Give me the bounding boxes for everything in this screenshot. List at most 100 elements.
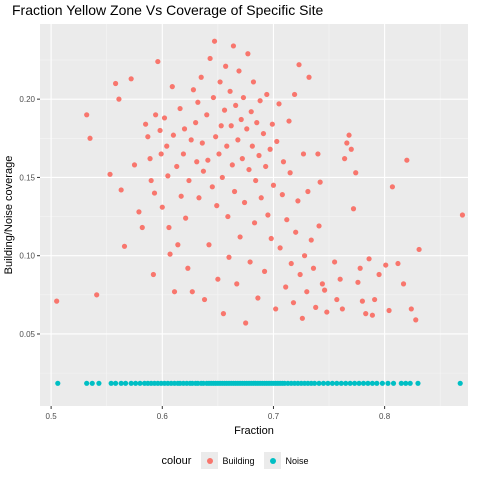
building-point: [145, 134, 151, 140]
building-point: [218, 123, 224, 129]
building-point: [359, 298, 365, 304]
building-point: [383, 262, 389, 268]
legend-key-building: [201, 452, 219, 469]
building-point: [255, 295, 261, 301]
building-point: [413, 317, 419, 323]
building-point: [226, 254, 232, 260]
building-point: [148, 177, 154, 184]
building-point: [209, 184, 215, 190]
building-point: [291, 91, 298, 98]
legend: colour Building Noise: [0, 452, 480, 469]
building-point: [344, 140, 350, 146]
legend-title: colour: [161, 454, 192, 467]
legend-label-noise: Noise: [285, 455, 309, 466]
building-point: [221, 107, 228, 113]
building-point: [240, 94, 247, 101]
building-point: [331, 259, 338, 265]
building-point: [194, 159, 200, 165]
building-point: [237, 234, 243, 240]
building-point: [348, 146, 354, 152]
building-point: [253, 177, 259, 184]
building-point: [175, 242, 181, 248]
building-point: [369, 312, 375, 318]
building-point: [107, 171, 113, 177]
building-point: [143, 121, 149, 127]
building-point: [293, 229, 299, 235]
noise-point: [133, 380, 139, 386]
building-point: [305, 188, 311, 195]
noise-point: [84, 380, 90, 386]
building-point: [198, 74, 204, 80]
building-point: [219, 174, 225, 181]
building-point: [147, 156, 153, 162]
noise-point: [457, 380, 463, 386]
building-point: [404, 157, 410, 163]
building-point: [171, 289, 178, 295]
building-point: [164, 143, 170, 149]
building-point: [200, 168, 207, 174]
y-tick-label: 0.05: [19, 330, 35, 339]
building-point: [136, 209, 142, 215]
building-point: [139, 224, 145, 231]
building-dot-icon: [206, 457, 213, 464]
building-point: [155, 58, 161, 65]
building-point: [249, 143, 255, 149]
building-point: [339, 306, 345, 312]
building-point: [206, 242, 212, 248]
noise-point: [108, 380, 114, 386]
building-point: [189, 289, 195, 295]
legend-label-building: Building: [222, 455, 255, 466]
noise-point: [338, 380, 344, 386]
building-point: [297, 271, 303, 278]
building-point: [223, 63, 229, 69]
x-axis-label: Fraction: [234, 425, 274, 437]
building-point: [304, 289, 310, 295]
building-point: [174, 163, 180, 170]
building-point: [185, 265, 191, 271]
building-point: [112, 80, 119, 87]
building-point: [295, 198, 301, 204]
building-point: [319, 281, 325, 287]
building-point: [239, 156, 245, 162]
x-tick-label: 0.5: [46, 412, 58, 421]
noise-point: [316, 380, 322, 386]
building-point: [280, 159, 287, 165]
building-point: [264, 91, 270, 98]
building-point: [211, 38, 218, 44]
noise-point: [407, 380, 413, 386]
noise-point: [329, 380, 335, 386]
building-point: [395, 260, 401, 267]
axes: 0.5 0.6 0.7 0.8 0.05 0.10 0.15 0.20: [19, 95, 390, 421]
building-point: [263, 163, 269, 170]
noise-point: [415, 380, 421, 386]
building-point: [279, 192, 285, 198]
building-point: [342, 156, 348, 162]
building-point: [229, 162, 235, 168]
legend-key-noise: [264, 452, 282, 469]
building-point: [225, 213, 231, 220]
noise-point: [403, 380, 409, 386]
noise-point: [356, 380, 362, 386]
building-point: [260, 130, 267, 137]
building-point: [220, 311, 227, 317]
building-point: [204, 112, 210, 118]
building-point: [188, 137, 194, 143]
building-point: [238, 116, 244, 123]
building-point: [296, 62, 302, 68]
building-point: [158, 151, 164, 157]
building-point: [207, 55, 213, 62]
building-point: [256, 152, 262, 159]
noise-point: [360, 380, 367, 386]
building-point: [261, 268, 268, 274]
x-tick-label: 0.7: [268, 412, 280, 421]
noise-point: [352, 380, 358, 386]
building-point: [283, 284, 289, 290]
noise-point: [369, 380, 375, 386]
minor-gridlines: [40, 24, 468, 406]
noise-point: [55, 380, 61, 386]
building-point: [317, 179, 323, 185]
building-point: [288, 260, 294, 267]
building-point: [150, 271, 156, 278]
building-point: [363, 311, 369, 317]
building-point: [177, 105, 183, 112]
